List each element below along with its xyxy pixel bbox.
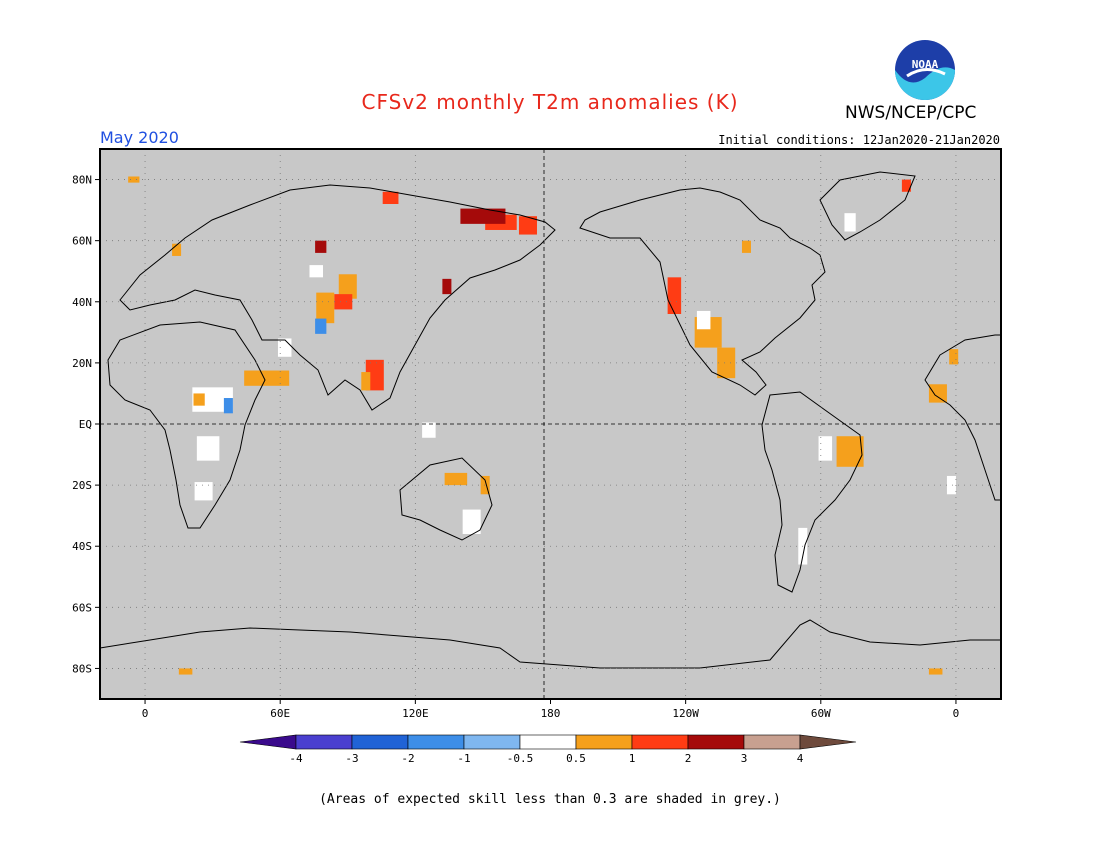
colorbar-label: 2	[685, 752, 692, 765]
coast-africa	[107, 321, 266, 529]
longitude-labels: 0 60E 120E 180 120W 60W 0	[142, 699, 960, 720]
colorbar-label: 0.5	[566, 752, 586, 765]
lat-tick-label: 80S	[72, 662, 92, 675]
anomaly-patch-neutral-35	[946, 475, 956, 495]
anomaly-patch-warm2-30	[901, 179, 911, 192]
lat-tick-label: 60S	[72, 601, 92, 614]
anomaly-patch-warm2-4	[382, 191, 399, 204]
anomaly-patch-neutral-32	[818, 436, 833, 461]
anomaly-patch-warm3-1	[460, 208, 506, 224]
anomaly-patch-warm1-31	[836, 436, 864, 467]
anomaly-patch-neutral-9	[309, 265, 323, 278]
anomaly-patch-cold1-16	[223, 398, 233, 414]
lat-tick-label: 20N	[72, 357, 92, 370]
colorbar-arrow-low	[239, 734, 297, 750]
anomaly-patch-warm2-7	[334, 294, 353, 310]
colorbar-swatch	[295, 734, 353, 750]
colorbar-arrow-high	[799, 734, 857, 750]
anomaly-patch-warm1-20	[444, 472, 468, 486]
anomaly-patch-warm1-17	[193, 393, 205, 406]
anomaly-patch-warm3-3	[315, 240, 327, 253]
lon-tick-label: 0	[142, 707, 149, 720]
anomaly-patch-neutral-18	[196, 436, 220, 461]
colorbar-swatch	[463, 734, 521, 750]
coastlines	[99, 171, 1002, 669]
anomaly-layer	[128, 176, 959, 675]
anomaly-patch-warm2-24	[667, 277, 682, 314]
lon-tick-label: 120W	[672, 707, 699, 720]
coast-north-america	[579, 187, 826, 396]
colorbar-label: -2	[401, 752, 414, 765]
initial-conditions: Initial conditions: 12Jan2020-21Jan2020	[718, 133, 1000, 147]
colorbar-swatch	[407, 734, 465, 750]
colorbar-swatch	[687, 734, 745, 750]
coast-africa-east	[924, 334, 1002, 501]
anomaly-patch-warm1-12	[361, 372, 371, 391]
colorbar-swatch	[743, 734, 801, 750]
coast-greenland	[819, 171, 916, 241]
anomaly-patch-warm1-6	[338, 274, 357, 299]
target-month: May 2020	[100, 128, 179, 147]
lat-tick-label: 20S	[72, 479, 92, 492]
agency-label: NWS/NCEP/CPC	[845, 103, 977, 123]
anomaly-patch-cold1-10	[315, 318, 327, 334]
lon-tick-label: 180	[541, 707, 561, 720]
colorbar-label: 4	[797, 752, 804, 765]
anomaly-patch-warm1-28	[741, 240, 751, 253]
anomaly-patch-neutral-19	[194, 482, 213, 501]
anomaly-patch-neutral-23	[422, 422, 436, 438]
anomaly-patch-warm1-36	[949, 349, 959, 365]
anomaly-patch-neutral-27	[696, 310, 711, 330]
anomaly-patch-warm1-38	[928, 668, 943, 675]
coast-eurasia	[119, 184, 556, 411]
anomaly-patch-warm1-13	[244, 370, 290, 386]
lon-tick-label: 60E	[270, 707, 290, 720]
colorbar-label: 3	[741, 752, 748, 765]
colorbar: -4 -3 -2 -1 -0.5 0.5 1 2 3 4	[239, 734, 857, 765]
colorbar-swatch	[631, 734, 689, 750]
colorbar-label: 1	[629, 752, 636, 765]
lon-tick-label: 60W	[811, 707, 831, 720]
latitude-labels: 80N 60N 40N 20N EQ 20S 40S 60S 80S	[72, 174, 100, 675]
anomaly-patch-warm1-34	[928, 384, 947, 403]
colorbar-label: -0.5	[507, 752, 534, 765]
anomaly-patch-warm3-5	[442, 278, 452, 295]
colorbar-swatch	[351, 734, 409, 750]
coast-south-america	[761, 391, 863, 593]
anomaly-patch-warm1-8	[316, 292, 335, 324]
anomaly-patch-warm1-37	[178, 668, 193, 675]
noaa-logo-icon: NOAA	[895, 40, 955, 100]
colorbar-swatch	[575, 734, 633, 750]
colorbar-swatch	[519, 734, 577, 750]
anomaly-patch-warm1-21	[480, 475, 490, 495]
colorbar-label: -4	[289, 752, 303, 765]
footnote: (Areas of expected skill less than 0.3 a…	[319, 792, 781, 807]
lat-tick-label: 80N	[72, 174, 92, 187]
dotted-grid	[100, 149, 1001, 699]
lon-tick-label: 0	[953, 707, 960, 720]
lat-tick-label: 40S	[72, 540, 92, 553]
lat-tick-label: 60N	[72, 235, 92, 248]
anomaly-patch-warm1-40	[172, 243, 182, 256]
anomaly-patch-neutral-22	[462, 509, 481, 534]
colorbar-label: -1	[457, 752, 470, 765]
colorbar-label: -3	[345, 752, 358, 765]
noaa-logo-text: NOAA	[912, 58, 939, 71]
anomaly-patch-neutral-29	[844, 213, 856, 232]
noaa-logo: NOAA	[893, 38, 957, 102]
chart-title: CFSv2 monthly T2m anomalies (K)	[361, 90, 739, 114]
lat-tick-label: 40N	[72, 296, 92, 309]
anomaly-patch-warm2-2	[518, 216, 537, 235]
anomaly-patch-warm1-39	[128, 176, 140, 183]
lat-tick-label: EQ	[79, 418, 92, 431]
lon-tick-label: 120E	[402, 707, 429, 720]
coast-australia	[399, 457, 493, 541]
anomaly-patch-warm1-26	[717, 347, 736, 379]
coast-antarctica	[99, 619, 1001, 669]
